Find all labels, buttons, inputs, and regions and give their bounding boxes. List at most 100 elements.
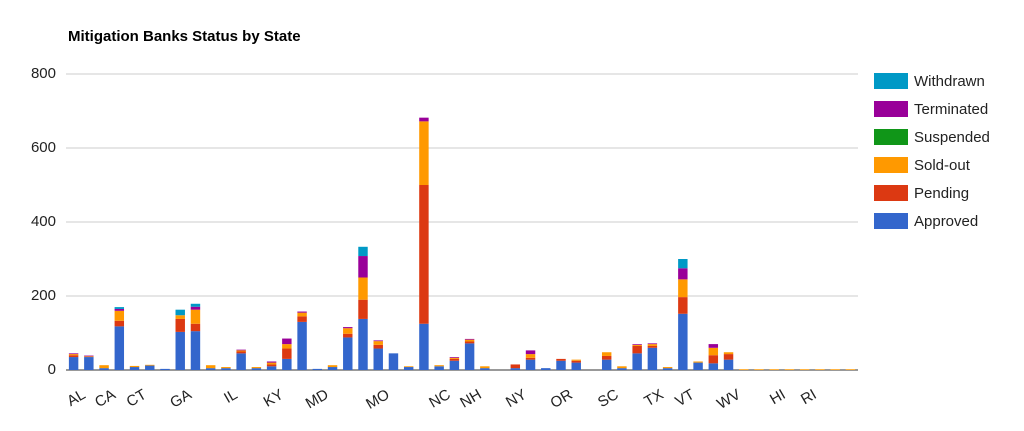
bar-segment-terminated-nv[interactable] [525, 350, 536, 355]
bar-segment-sold-out-sc[interactable] [601, 352, 612, 356]
bar-segment-approved-mo[interactable] [373, 348, 383, 370]
bar-segment-pending-tn[interactable] [632, 345, 642, 354]
bar-segment-sold-out-la[interactable] [282, 344, 292, 349]
bar-segment-approved-or[interactable] [556, 360, 566, 370]
bar-segment-sold-out-ia[interactable] [205, 365, 216, 369]
bar-segment-approved-ne[interactable] [419, 323, 429, 370]
bar-segment-sold-out-gu[interactable] [845, 369, 856, 370]
bar-segment-sold-out-pr[interactable] [784, 369, 795, 370]
bar-segment-terminated-vt[interactable] [678, 268, 688, 280]
bar-segment-approved-nh[interactable] [464, 343, 475, 370]
bar-segment-pending-tx[interactable] [647, 345, 658, 348]
bar-segment-approved-ct[interactable] [129, 367, 140, 370]
bar-segment-approved-ia[interactable] [205, 368, 216, 370]
bar-segment-approved-ma[interactable] [327, 367, 338, 370]
bar-segment-approved-me[interactable] [297, 321, 307, 370]
legend-item-suspended[interactable]: Suspended [874, 128, 990, 146]
bar-segment-sold-out-tx[interactable] [647, 344, 658, 346]
bar-segment-terminated-mi[interactable] [343, 327, 353, 329]
bar-segment-pending-wv[interactable] [723, 354, 734, 360]
bar-segment-terminated-mn[interactable] [358, 256, 368, 278]
bar-segment-sold-out-mn[interactable] [358, 277, 368, 300]
bar-segment-approved-ok[interactable] [571, 362, 581, 370]
bar-segment-sold-out-wv[interactable] [723, 352, 734, 355]
bar-segment-sold-out-vi[interactable] [815, 369, 825, 370]
bar-segment-approved-ks[interactable] [251, 368, 262, 370]
bar-segment-sold-out-vt[interactable] [678, 279, 688, 298]
bar-segment-sold-out-mo[interactable] [373, 341, 383, 345]
bar-segment-pending-ny[interactable] [510, 364, 521, 369]
bar-segment-sold-out-ut[interactable] [662, 367, 673, 369]
bar-segment-approved-fl[interactable] [160, 368, 170, 370]
bar-segment-approved-sc[interactable] [601, 359, 612, 370]
bar-segment-pending-la[interactable] [282, 348, 292, 359]
bar-segment-approved-wv[interactable] [723, 359, 734, 370]
bar-segment-sold-out-hi[interactable] [769, 369, 779, 370]
bar-segment-pending-ok[interactable] [571, 360, 581, 363]
bar-segment-sold-out-nc[interactable] [434, 365, 444, 367]
bar-segment-sold-out-ne[interactable] [419, 121, 429, 185]
bar-segment-terminated-ak[interactable] [84, 355, 94, 357]
legend-item-withdrawn[interactable]: Withdrawn [874, 72, 985, 90]
bar-segment-terminated-co[interactable] [114, 308, 125, 311]
bar-segment-pending-me[interactable] [297, 316, 307, 322]
bar-segment-sold-out-wy[interactable] [754, 369, 764, 370]
bar-segment-sold-out-al[interactable] [68, 354, 79, 356]
bar-segment-sold-out-me[interactable] [297, 312, 307, 317]
bar-segment-approved-md[interactable] [312, 368, 323, 370]
bar-segment-sold-out-sd[interactable] [617, 366, 627, 369]
bar-segment-approved-la[interactable] [282, 358, 292, 370]
bar-segment-pending-or[interactable] [556, 358, 566, 361]
bar-segment-approved-sd[interactable] [617, 368, 627, 370]
bar-segment-approved-ga[interactable] [175, 331, 185, 370]
bar-segment-approved-mi[interactable] [343, 337, 353, 370]
bar-segment-sold-out-mt[interactable] [403, 366, 414, 368]
bar-segment-terminated-tn[interactable] [632, 344, 642, 345]
bar-segment-terminated-la[interactable] [282, 338, 292, 345]
bar-segment-approved-ca[interactable] [99, 368, 109, 370]
bar-segment-terminated-nd[interactable] [449, 357, 460, 358]
bar-segment-approved-de[interactable] [145, 365, 155, 370]
bar-segment-withdrawn-co[interactable] [114, 307, 125, 309]
bar-segment-sold-out-il[interactable] [221, 367, 231, 369]
bar-segment-pending-nh[interactable] [464, 341, 475, 344]
bar-segment-terminated-me[interactable] [297, 311, 307, 313]
bar-segment-approved-il[interactable] [221, 368, 231, 370]
bar-segment-approved-mt[interactable] [403, 367, 414, 370]
bar-segment-approved-nv[interactable] [525, 359, 536, 370]
bar-segment-pending-nd[interactable] [449, 358, 460, 361]
bar-segment-approved-ny[interactable] [510, 368, 521, 370]
bar-segment-withdrawn-mn[interactable] [358, 246, 368, 257]
bar-segment-sold-out-ma[interactable] [327, 365, 338, 368]
bar-segment-sold-out-wi[interactable] [739, 369, 749, 370]
bar-segment-terminated-mo[interactable] [373, 340, 383, 342]
bar-segment-withdrawn-id[interactable] [190, 303, 201, 307]
bar-segment-sold-out-nd[interactable] [449, 357, 460, 359]
bar-segment-sold-out-de[interactable] [145, 364, 155, 366]
bar-segment-pending-mo[interactable] [373, 344, 383, 349]
bar-segment-sold-out-ks[interactable] [251, 367, 262, 369]
bar-segment-approved-in[interactable] [236, 353, 246, 370]
bar-segment-approved-wa[interactable] [708, 363, 719, 370]
bar-segment-approved-ak[interactable] [84, 357, 94, 370]
legend-item-sold-out[interactable]: Sold-out [874, 156, 970, 174]
bar-segment-terminated-tx[interactable] [647, 343, 658, 345]
bar-segment-sold-out-va[interactable] [693, 361, 703, 363]
bar-segment-terminated-in[interactable] [236, 349, 246, 351]
bar-segment-terminated-wa[interactable] [708, 344, 719, 348]
bar-segment-approved-id[interactable] [190, 331, 201, 370]
bar-segment-pending-vt[interactable] [678, 297, 688, 314]
bar-segment-approved-al[interactable] [68, 357, 79, 370]
bar-segment-sold-out-ak[interactable] [84, 356, 94, 358]
legend-item-terminated[interactable]: Terminated [874, 100, 988, 118]
bar-segment-approved-mn[interactable] [358, 318, 368, 370]
bar-segment-sold-out-ca[interactable] [99, 365, 109, 369]
bar-segment-approved-ms[interactable] [388, 353, 399, 370]
bar-segment-sold-out-mp[interactable] [830, 369, 840, 370]
bar-segment-terminated-nh[interactable] [464, 338, 475, 340]
bar-segment-terminated-al[interactable] [68, 353, 79, 355]
legend-item-pending[interactable]: Pending [874, 184, 969, 202]
bar-segment-sold-out-wa[interactable] [708, 347, 719, 356]
bar-segment-withdrawn-vt[interactable] [678, 259, 688, 269]
bar-segment-pending-wa[interactable] [708, 355, 719, 364]
